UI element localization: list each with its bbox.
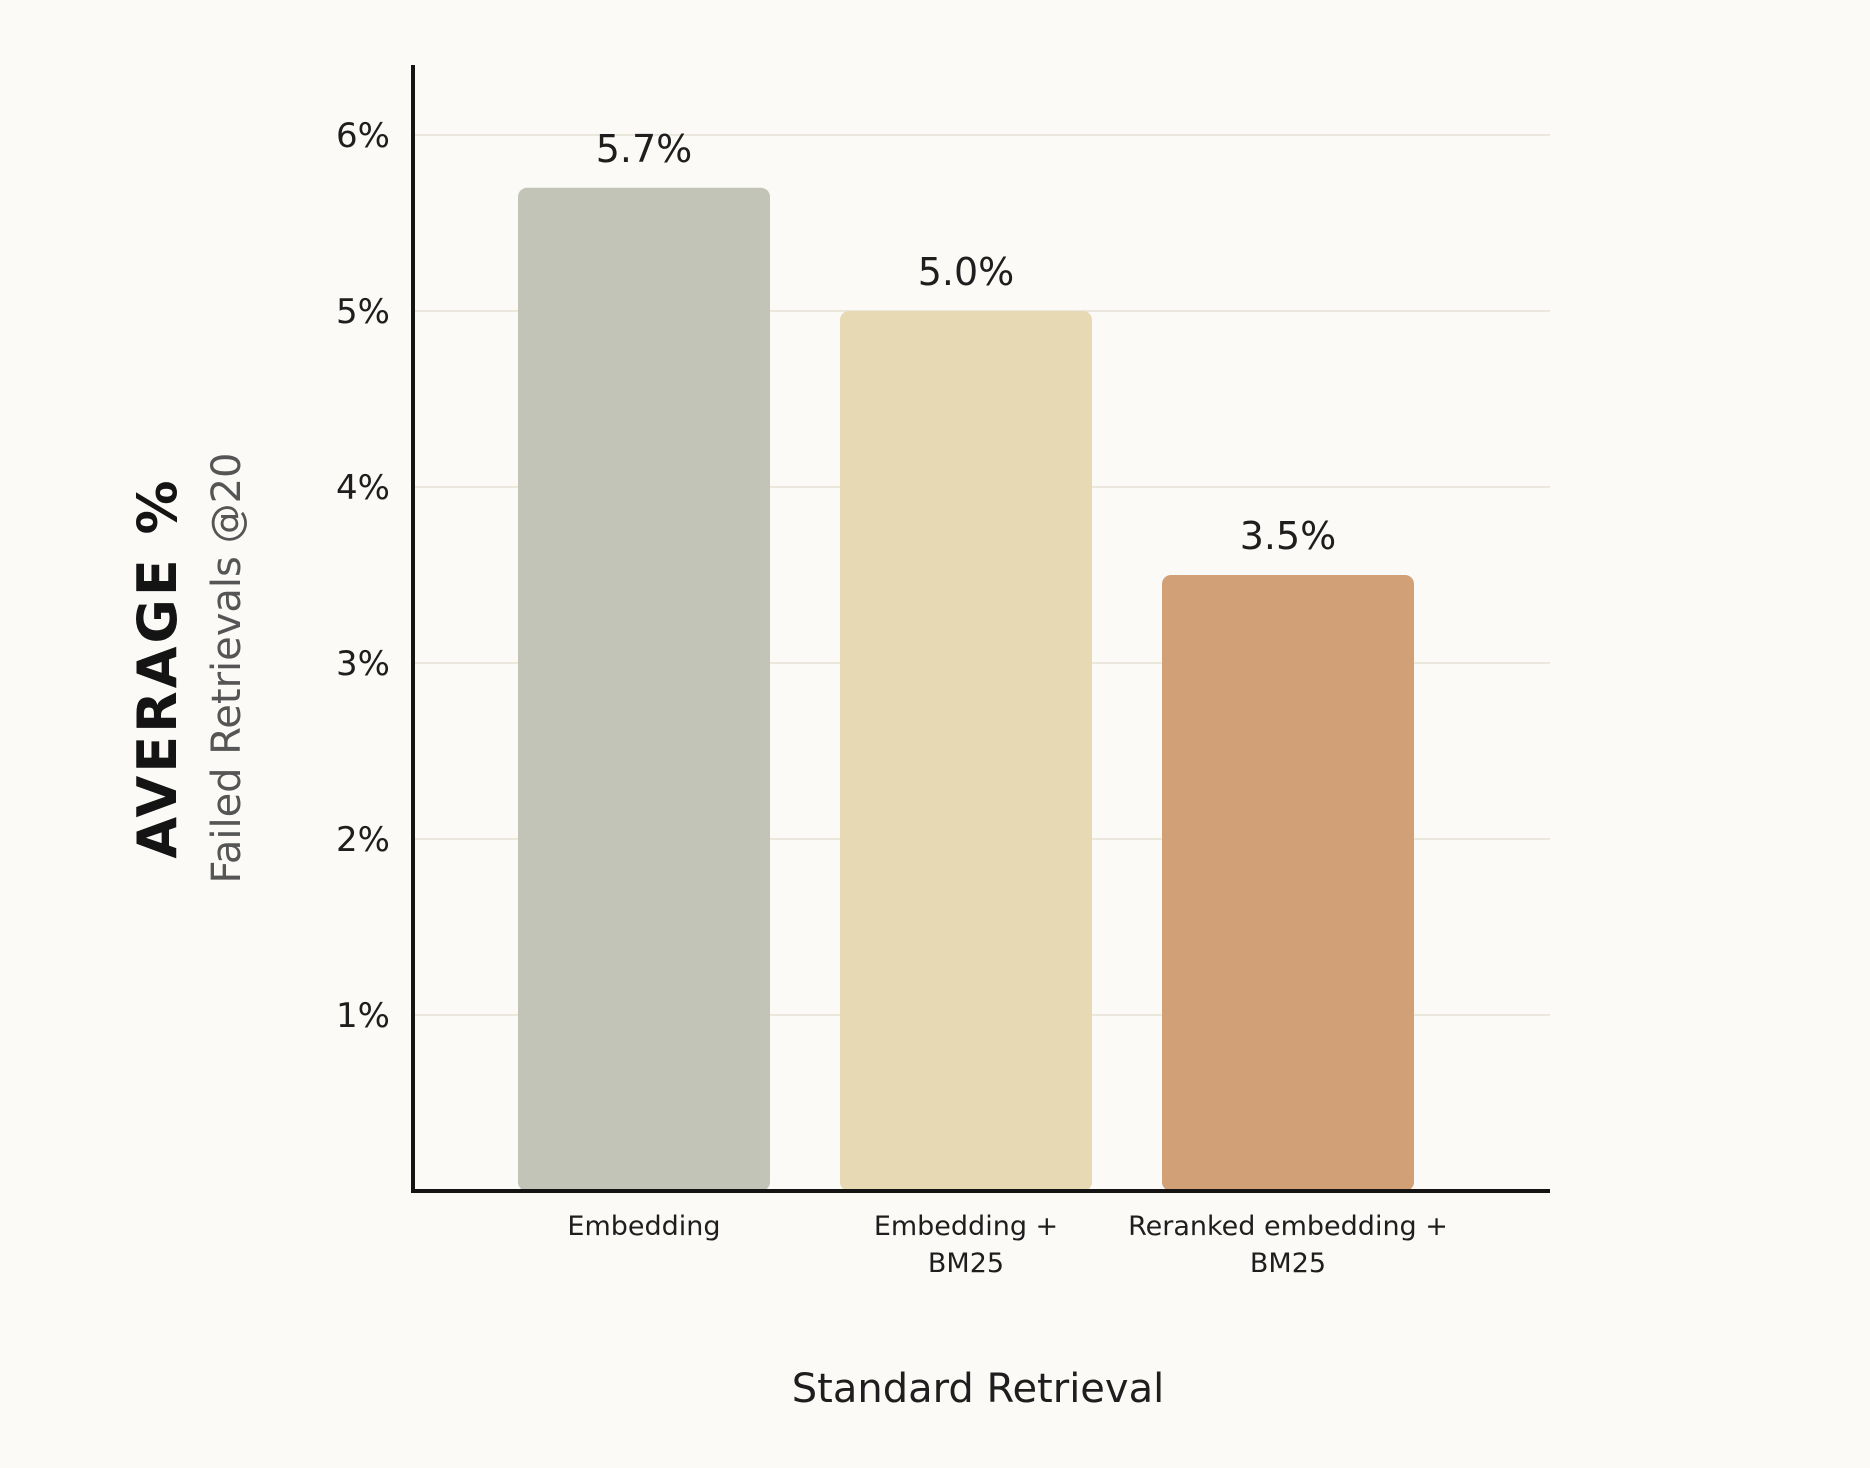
y-tick-label: 6% xyxy=(336,116,390,156)
x-axis-title: Standard Retrieval xyxy=(792,1366,1164,1412)
category-label: Embedding xyxy=(567,1211,720,1242)
y-axis-subtitle: Failed Retrievals @20 xyxy=(204,453,250,884)
axes xyxy=(411,65,1550,1193)
y-tick-label: 4% xyxy=(336,468,390,508)
bar xyxy=(518,187,770,1192)
bar xyxy=(840,311,1092,1191)
y-tick-label: 5% xyxy=(336,292,390,332)
category-label: BM25 xyxy=(928,1248,1004,1279)
bar xyxy=(1162,575,1414,1191)
y-tick-label: 2% xyxy=(336,820,390,860)
y-tick-label: 1% xyxy=(336,996,390,1036)
category-label: Reranked embedding + xyxy=(1128,1211,1448,1242)
bar-value-label: 5.7% xyxy=(596,127,693,171)
bar-value-label: 3.5% xyxy=(1240,514,1337,558)
y-axis-title: AVERAGE % xyxy=(126,477,189,858)
bar-value-label: 5.0% xyxy=(918,250,1015,294)
y-tick-label: 3% xyxy=(336,644,390,684)
category-label: Embedding + xyxy=(874,1211,1058,1242)
labels: 1% 2% 3% 4% 5% 6% 5.7% Embedding 5.0% Embedding +… xyxy=(336,116,1448,1279)
bars xyxy=(518,187,1414,1192)
category-label: BM25 xyxy=(1250,1248,1326,1279)
